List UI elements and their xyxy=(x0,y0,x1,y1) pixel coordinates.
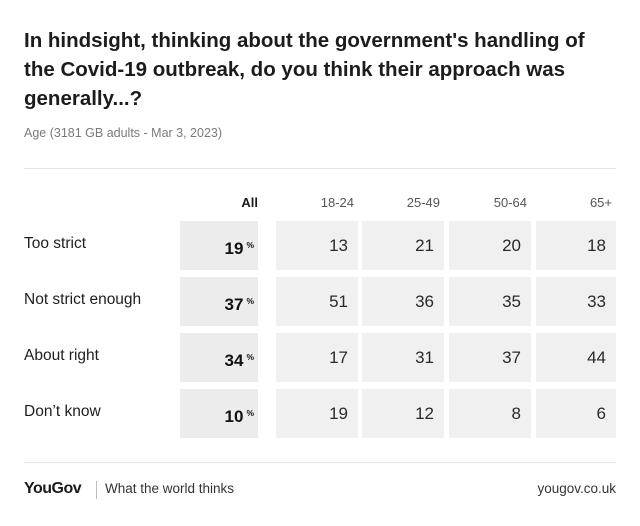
percent-sign: % xyxy=(246,296,254,306)
cell-value: 51 xyxy=(329,292,348,311)
value-cell: 51 xyxy=(276,277,358,326)
cell-value: 37 xyxy=(224,295,244,314)
value-cell: 21 xyxy=(362,221,444,270)
percent-sign: % xyxy=(246,408,254,418)
value-cell: 35 xyxy=(449,277,531,326)
value-cell: 6 xyxy=(536,389,616,438)
value-cell-all: 19% xyxy=(180,221,258,270)
cell-value: 37 xyxy=(502,348,521,367)
value-cell: 18 xyxy=(536,221,616,270)
cell-value: 8 xyxy=(511,404,521,423)
column-header-50-64: 50-64 xyxy=(493,195,527,210)
value-cell: 33 xyxy=(536,277,616,326)
value-cell: 36 xyxy=(362,277,444,326)
row-label: About right xyxy=(24,347,99,364)
column-header-all: All xyxy=(241,195,258,210)
row-label: Don’t know xyxy=(24,403,101,420)
yougov-logo: YouGov xyxy=(24,480,82,497)
value-cell: 8 xyxy=(449,389,531,438)
value-cell: 31 xyxy=(362,333,444,382)
value-cell: 19 xyxy=(276,389,358,438)
column-header-18-24: 18-24 xyxy=(320,195,354,210)
value-cell-all: 37% xyxy=(180,277,258,326)
cell-value: 31 xyxy=(415,348,434,367)
percent-sign: % xyxy=(246,352,254,362)
cell-value: 13 xyxy=(329,236,348,255)
value-cell: 17 xyxy=(276,333,358,382)
cell-value: 44 xyxy=(587,348,606,367)
cell-value: 21 xyxy=(415,236,434,255)
column-header-65-: 65+ xyxy=(589,195,612,210)
top-divider xyxy=(24,168,616,169)
cell-value: 20 xyxy=(502,236,521,255)
value-cell-all: 10% xyxy=(180,389,258,438)
percent-sign: % xyxy=(246,240,254,250)
footer-divider xyxy=(96,481,97,499)
cell-value: 12 xyxy=(415,404,434,423)
value-cell: 44 xyxy=(536,333,616,382)
cell-value: 10 xyxy=(224,407,244,426)
value-cell: 12 xyxy=(362,389,444,438)
value-cell: 20 xyxy=(449,221,531,270)
footer-site-link[interactable]: yougov.co.uk xyxy=(537,481,616,496)
cell-value: 18 xyxy=(587,236,606,255)
row-label: Not strict enough xyxy=(24,291,142,308)
cell-value: 35 xyxy=(502,292,521,311)
cell-value: 34 xyxy=(224,351,244,370)
cell-value: 19 xyxy=(224,239,244,258)
cell-value: 17 xyxy=(329,348,348,367)
cell-value: 36 xyxy=(415,292,434,311)
value-cell-all: 34% xyxy=(180,333,258,382)
value-cell: 37 xyxy=(449,333,531,382)
bottom-divider xyxy=(24,462,616,463)
footer-tagline: What the world thinks xyxy=(105,481,235,496)
cell-value: 33 xyxy=(587,292,606,311)
column-header-25-49: 25-49 xyxy=(406,195,440,210)
value-cell: 13 xyxy=(276,221,358,270)
chart-subtitle: Age (3181 GB adults - Mar 3, 2023) xyxy=(24,126,223,140)
cell-value: 6 xyxy=(596,404,606,423)
chart-title: In hindsight, thinking about the governm… xyxy=(24,29,585,110)
row-label: Too strict xyxy=(24,235,87,252)
cell-value: 19 xyxy=(329,404,348,423)
